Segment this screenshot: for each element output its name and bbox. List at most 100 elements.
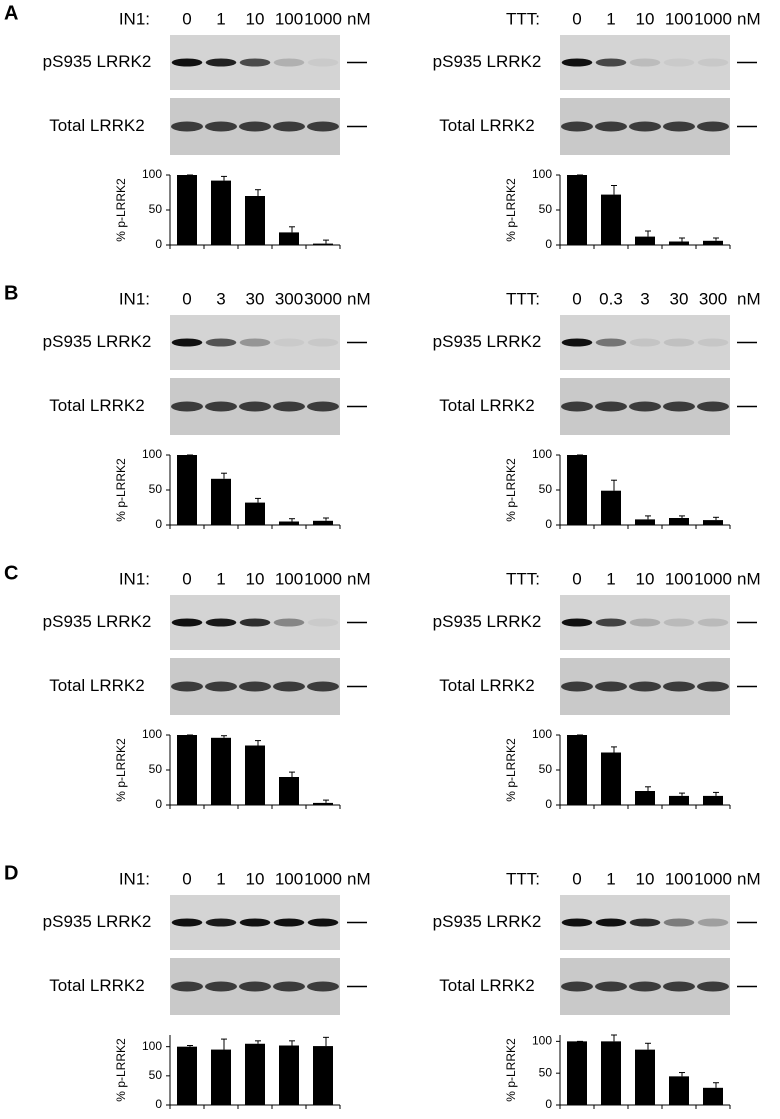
bar <box>567 735 587 805</box>
y-tick-label: 0 <box>545 1097 552 1111</box>
blot-band <box>697 918 729 927</box>
unit-label: nM <box>737 289 761 308</box>
blot-band <box>561 338 593 347</box>
unit-label: nM <box>737 9 761 28</box>
unit-label: nM <box>347 289 371 308</box>
dose-label: 3000 <box>304 289 342 308</box>
dose-label: 10 <box>636 869 655 888</box>
error-bar <box>323 239 329 244</box>
error-bar <box>645 1042 651 1050</box>
blot-band <box>239 401 271 412</box>
blot-band <box>697 338 729 347</box>
error-bar <box>645 230 651 237</box>
blot-band <box>205 618 237 627</box>
y-tick-label: 0 <box>155 1097 162 1111</box>
blot-band <box>663 681 695 692</box>
dose-label: 1 <box>606 9 615 28</box>
blot-band <box>663 401 695 412</box>
blot-band <box>595 121 627 132</box>
blot-label: pS935 LRRK2 <box>433 612 542 631</box>
dose-label: 1 <box>216 9 225 28</box>
y-axis-title: % p-LRRK2 <box>504 1038 518 1102</box>
blot-band <box>307 58 339 67</box>
y-tick-label: 100 <box>142 447 162 461</box>
error-bar <box>679 792 685 796</box>
bar <box>669 241 689 245</box>
blot-band <box>663 618 695 627</box>
error-bar <box>679 237 685 242</box>
blot-label: Total LRRK2 <box>439 116 534 135</box>
blot-band <box>561 618 593 627</box>
blot-band <box>561 58 593 67</box>
dose-label: 1 <box>606 569 615 588</box>
blot-band <box>171 618 203 627</box>
y-tick-label: 50 <box>539 762 553 776</box>
panel-label: B <box>4 282 18 304</box>
y-axis-title: % p-LRRK2 <box>504 738 518 802</box>
blot-label: Total LRRK2 <box>439 676 534 695</box>
blot-band <box>561 918 593 927</box>
bar <box>567 455 587 525</box>
dose-label: 1000 <box>304 869 342 888</box>
bar <box>211 478 231 525</box>
error-bar <box>679 1072 685 1077</box>
bar <box>279 777 299 805</box>
dose-label: 100 <box>275 869 303 888</box>
error-bar <box>679 515 685 518</box>
blot-band <box>595 338 627 347</box>
error-bar <box>323 517 329 521</box>
dose-label: 10 <box>246 569 265 588</box>
y-tick-label: 50 <box>149 1068 163 1082</box>
y-axis-title: % p-LRRK2 <box>114 178 128 242</box>
blot-band <box>205 401 237 412</box>
bar <box>669 795 689 805</box>
bar <box>313 520 333 525</box>
blot-label: pS935 LRRK2 <box>43 912 152 931</box>
dose-label: 30 <box>246 289 265 308</box>
error-bar <box>713 237 719 241</box>
bar <box>703 795 723 805</box>
dose-label: 0 <box>572 869 581 888</box>
blot-label: pS935 LRRK2 <box>43 332 152 351</box>
y-axis-title: % p-LRRK2 <box>114 738 128 802</box>
blot-label: pS935 LRRK2 <box>43 612 152 631</box>
blot-label: Total LRRK2 <box>49 976 144 995</box>
dose-label: 10 <box>636 9 655 28</box>
dose-label: 10 <box>246 869 265 888</box>
blot-band <box>663 918 695 927</box>
blot-label: Total LRRK2 <box>49 116 144 135</box>
panel-label: D <box>4 862 18 884</box>
bar <box>279 1045 299 1105</box>
unit-label: nM <box>737 569 761 588</box>
blot-label: pS935 LRRK2 <box>43 52 152 71</box>
dose-label: 10 <box>246 9 265 28</box>
dose-label: 3 <box>640 289 649 308</box>
blot-band <box>307 338 339 347</box>
bar <box>567 175 587 245</box>
blot-band <box>273 681 305 692</box>
y-tick-label: 100 <box>532 1034 552 1048</box>
bar <box>635 519 655 525</box>
blot-band <box>273 338 305 347</box>
blot-band <box>663 981 695 992</box>
bar <box>245 502 265 525</box>
blot-band <box>663 121 695 132</box>
blot-band <box>205 338 237 347</box>
error-bar <box>289 518 295 522</box>
y-tick-label: 100 <box>532 727 552 741</box>
treatment-label: IN1: <box>119 9 150 28</box>
blot-band <box>697 681 729 692</box>
dose-label: 300 <box>699 289 727 308</box>
dose-label: 0 <box>182 9 191 28</box>
y-tick-label: 0 <box>155 237 162 251</box>
unit-label: nM <box>347 869 371 888</box>
error-bar <box>255 497 261 503</box>
blot-band <box>629 121 661 132</box>
y-axis-title: % p-LRRK2 <box>504 178 518 242</box>
error-bar <box>713 791 719 796</box>
blot-band <box>663 58 695 67</box>
blot-band <box>273 618 305 627</box>
bar <box>635 1049 655 1105</box>
blot-band <box>697 401 729 412</box>
